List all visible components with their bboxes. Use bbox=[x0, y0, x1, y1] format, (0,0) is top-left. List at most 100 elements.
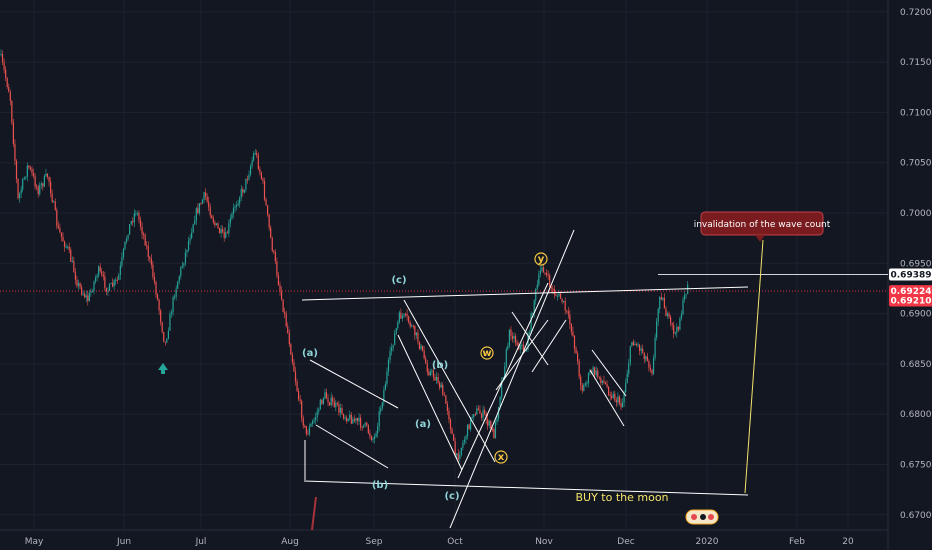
events-badge[interactable] bbox=[685, 509, 719, 525]
candle-body bbox=[479, 410, 481, 414]
candle-body bbox=[623, 392, 625, 403]
wave-label: (b) bbox=[432, 360, 448, 371]
candle-body bbox=[73, 261, 75, 273]
candle-body bbox=[299, 399, 301, 401]
candle-body bbox=[383, 390, 385, 403]
candle-body bbox=[79, 283, 81, 288]
candle-body bbox=[8, 86, 10, 93]
trend-line bbox=[495, 319, 549, 391]
candle-body bbox=[40, 183, 42, 185]
candle-body bbox=[352, 419, 354, 424]
candle-body bbox=[42, 183, 44, 187]
candle-body bbox=[603, 380, 605, 383]
candle-body bbox=[549, 275, 551, 287]
candle-body bbox=[631, 341, 633, 347]
candle-body bbox=[651, 369, 653, 374]
candle-body bbox=[150, 258, 152, 265]
circled-label-text: x bbox=[498, 452, 505, 463]
candle-body bbox=[575, 348, 577, 354]
x-tick-label: Oct bbox=[447, 537, 463, 547]
candle-body bbox=[166, 338, 168, 343]
candle-body bbox=[555, 294, 557, 296]
candle-body bbox=[361, 427, 363, 429]
candle-body bbox=[1, 54, 4, 63]
candle-body bbox=[262, 178, 264, 181]
candle-body bbox=[67, 246, 69, 248]
candle-body bbox=[161, 322, 163, 332]
candle-body bbox=[263, 180, 266, 200]
trend-line bbox=[309, 359, 399, 409]
candle-body bbox=[332, 397, 334, 402]
candle-body bbox=[105, 287, 107, 292]
candle-body bbox=[116, 279, 118, 281]
candle-body bbox=[180, 267, 182, 277]
candle-body bbox=[673, 325, 675, 334]
candle-body bbox=[601, 380, 603, 383]
candle-body bbox=[570, 323, 572, 332]
candle-body bbox=[65, 246, 67, 248]
circle-ring bbox=[480, 346, 494, 360]
candle-body bbox=[491, 428, 493, 430]
candle-body bbox=[220, 229, 222, 234]
candle-body bbox=[229, 218, 231, 224]
candle-body bbox=[435, 376, 438, 381]
candle-body bbox=[102, 274, 104, 277]
circled-wave-label: x bbox=[494, 450, 508, 464]
candle-body bbox=[260, 172, 262, 179]
candle-body bbox=[535, 288, 537, 301]
candle-body bbox=[186, 250, 188, 253]
candle-body bbox=[139, 219, 142, 227]
candle-body bbox=[23, 178, 25, 180]
candle-body bbox=[558, 293, 560, 296]
candle-body bbox=[279, 285, 281, 292]
candle-body bbox=[556, 295, 559, 297]
candle-body bbox=[336, 402, 338, 405]
candle-body bbox=[112, 283, 114, 287]
candle-body bbox=[685, 294, 687, 296]
candle-body bbox=[325, 392, 328, 399]
candle-body bbox=[273, 250, 275, 253]
candle-body bbox=[420, 345, 422, 349]
candle-body bbox=[212, 218, 214, 223]
candle-body bbox=[98, 266, 100, 276]
candle-body bbox=[566, 310, 568, 312]
candle-body bbox=[600, 377, 602, 383]
candle-body bbox=[453, 434, 455, 441]
x-tick-label: 20 bbox=[842, 537, 854, 547]
candle-body bbox=[612, 393, 614, 398]
candle-body bbox=[172, 297, 174, 313]
candle-body bbox=[373, 436, 376, 439]
circled-label-text: w bbox=[482, 348, 491, 359]
price-tag-label: 0.69224 bbox=[891, 287, 932, 297]
candle-body bbox=[305, 425, 307, 434]
candle-body bbox=[643, 352, 645, 360]
callout-pointer bbox=[755, 235, 765, 242]
candle-body bbox=[611, 396, 613, 398]
candle-body bbox=[415, 332, 417, 336]
candle-body bbox=[88, 292, 90, 302]
candle-body bbox=[71, 261, 73, 263]
candle-body bbox=[57, 225, 59, 229]
candle-body bbox=[676, 326, 678, 333]
candle-body bbox=[401, 315, 404, 319]
candle-body bbox=[170, 312, 173, 314]
buy-annotation: BUY to the moon bbox=[575, 491, 668, 504]
candle-body bbox=[580, 376, 582, 386]
candle-body bbox=[577, 353, 579, 361]
candle-body bbox=[43, 176, 45, 187]
candle-body bbox=[6, 78, 8, 87]
candle-body bbox=[358, 417, 360, 422]
candle-body bbox=[87, 295, 89, 302]
candle-body bbox=[445, 395, 447, 404]
candle-body bbox=[657, 308, 659, 322]
price-tag-bg bbox=[889, 294, 932, 307]
candle-body bbox=[530, 313, 532, 333]
candle-body bbox=[494, 421, 497, 439]
candle-body bbox=[341, 408, 343, 415]
